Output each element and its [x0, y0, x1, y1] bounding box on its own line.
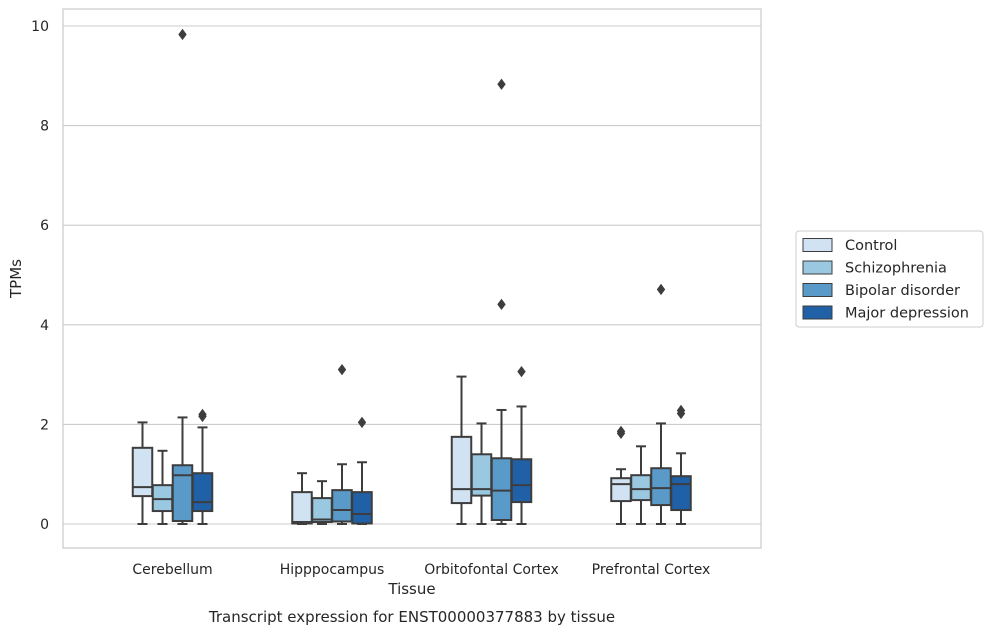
box-iqr	[510, 458, 533, 504]
y-tick-label: 6	[40, 218, 49, 234]
x-tick-label: Prefrontal Cortex	[592, 562, 711, 578]
legend-swatch	[802, 305, 833, 320]
outlier-point	[497, 298, 506, 311]
outlier-point	[616, 425, 626, 438]
box-iqr	[331, 489, 353, 523]
box-iqr	[650, 467, 672, 507]
legend-label: Control	[845, 238, 897, 254]
outlier-point	[337, 363, 347, 376]
y-tick-label: 2	[40, 417, 49, 433]
y-tick-labels: 0 2 4 6 8 10	[31, 19, 49, 533]
legend-swatch	[802, 260, 833, 275]
legend-swatch	[802, 283, 833, 297]
outlier-point	[198, 408, 207, 421]
legend-swatch	[802, 238, 833, 252]
box-major-depression	[670, 404, 692, 525]
box-iqr	[630, 474, 652, 502]
box-iqr	[490, 457, 513, 522]
y-tick-label: 10	[31, 19, 49, 35]
box-iqr	[450, 435, 473, 505]
y-tick-label: 4	[40, 318, 49, 334]
box-iqr	[351, 491, 373, 525]
box-bipolar-disorder	[490, 78, 513, 525]
plot-area	[62, 8, 762, 549]
box-major-depression	[510, 365, 533, 525]
x-tick-label: Orbitofontal Cortex	[424, 562, 559, 578]
y-tick-label: 0	[40, 517, 49, 533]
chart-title: Transcript expression for ENST0000037788…	[208, 608, 615, 626]
outlier-point	[517, 365, 526, 378]
box-iqr	[610, 477, 632, 503]
box-control	[450, 375, 473, 525]
box-iqr	[171, 464, 194, 523]
x-tick-labels: Cerebellum Hipppocampus Orbitofontal Corte…	[132, 562, 710, 578]
box-bipolar-disorder	[650, 283, 672, 525]
outlier-point	[497, 78, 506, 90]
box-schizophrenia	[470, 422, 493, 525]
x-tick-label: Cerebellum	[132, 562, 212, 578]
x-axis-title: Tissue	[387, 580, 435, 598]
y-tick-label: 8	[40, 119, 49, 135]
legend-label: Major depression	[845, 306, 969, 322]
outlier-point	[676, 404, 686, 417]
box-bipolar-disorder	[171, 28, 194, 525]
y-axis-title: TPMs	[7, 259, 25, 299]
box-iqr	[291, 491, 313, 525]
box-control	[610, 425, 632, 525]
box-control	[131, 421, 154, 525]
legend-frame	[795, 230, 984, 328]
box-iqr	[191, 472, 214, 513]
box-schizophrenia	[630, 445, 652, 525]
legend-label: Bipolar disorder	[845, 283, 960, 299]
box-major-depression	[351, 416, 373, 525]
outlier-point	[178, 28, 187, 41]
legend-label: Schizophrenia	[845, 261, 947, 277]
box-major-depression	[191, 408, 214, 525]
box-iqr	[311, 497, 333, 524]
outlier-point	[357, 416, 367, 429]
outlier-point	[656, 283, 666, 296]
legend: Control Schizophrenia Bipolar disorder Majo…	[795, 230, 984, 328]
x-tick-label: Hipppocampus	[280, 562, 385, 578]
box-bipolar-disorder	[331, 363, 353, 525]
box-iqr	[670, 475, 692, 512]
box-iqr	[131, 446, 154, 498]
box-groups	[131, 28, 692, 525]
